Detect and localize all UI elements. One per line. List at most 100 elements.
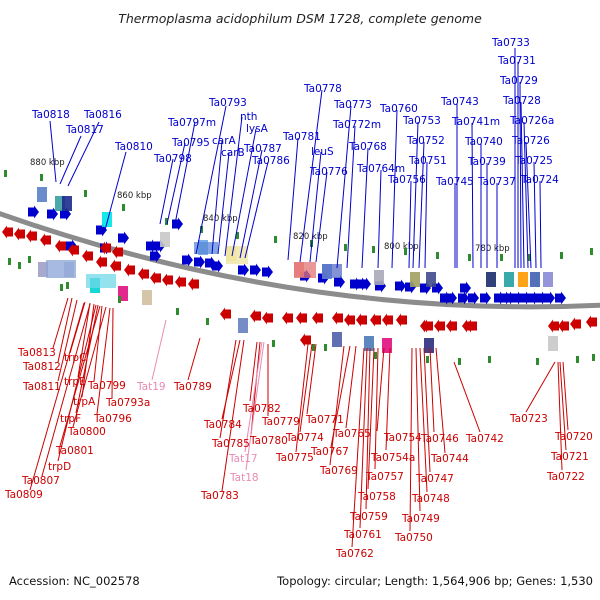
forward-gene-arrow: [194, 255, 205, 269]
gene-label[interactable]: Ta0764m: [356, 163, 405, 175]
track-marker: [4, 170, 7, 177]
gene-label[interactable]: Ta0774: [285, 432, 324, 444]
gene-label[interactable]: Ta0785: [211, 438, 250, 450]
gene-label[interactable]: Ta0753: [402, 115, 441, 127]
genome-summary-text: Topology: circular; Length: 1,564,906 bp…: [276, 574, 593, 588]
gene-label[interactable]: Ta0742: [465, 433, 504, 445]
gene-label[interactable]: Ta0754: [383, 432, 422, 444]
gene-label[interactable]: Ta0731: [497, 55, 536, 67]
gene-label[interactable]: Ta0729: [499, 75, 538, 87]
gene-label[interactable]: Ta0756: [387, 174, 426, 186]
gene-label[interactable]: Ta0797m: [167, 117, 216, 129]
gene-label[interactable]: carA: [212, 135, 237, 147]
gene-label[interactable]: Ta0793: [208, 97, 247, 109]
gene-label[interactable]: Ta0798: [153, 153, 192, 165]
gene-label[interactable]: Ta0781: [282, 131, 321, 143]
gene-label[interactable]: Ta0762: [335, 548, 374, 560]
scale-label-840: 840 kbp: [203, 214, 238, 224]
gene-label[interactable]: Ta0818: [31, 109, 70, 121]
gene-label[interactable]: Ta0739: [467, 156, 506, 168]
forward-gene-arrow: [118, 231, 129, 245]
gene-label[interactable]: Ta0750: [394, 532, 433, 544]
gene-label[interactable]: Ta0767: [310, 446, 349, 458]
gene-label[interactable]: Ta0725: [514, 155, 553, 167]
gene-label[interactable]: Ta0746: [420, 433, 459, 445]
gene-label[interactable]: Ta0768: [348, 141, 387, 153]
gene-label[interactable]: trpE: [64, 376, 86, 388]
gene-label[interactable]: Ta0722: [546, 471, 585, 483]
gene-label[interactable]: Ta0786: [251, 155, 290, 167]
gene-label[interactable]: leuS: [311, 146, 334, 158]
gene-label[interactable]: Ta0726a: [509, 115, 554, 127]
gene-label[interactable]: Ta0737: [477, 176, 516, 188]
gene-label[interactable]: Ta0773: [333, 99, 372, 111]
gene-label[interactable]: Ta0726: [511, 135, 550, 147]
gene-label[interactable]: Ta0779: [261, 416, 300, 428]
gene-label[interactable]: Ta0751: [408, 155, 447, 167]
gene-label[interactable]: Ta0723: [509, 413, 548, 425]
gene-label[interactable]: Ta0747: [415, 473, 454, 485]
gene-label[interactable]: Ta0724: [520, 174, 559, 186]
gene-label[interactable]: Ta0771: [305, 414, 344, 426]
gene-label[interactable]: Ta0809: [4, 489, 43, 501]
map-title: Thermoplasma acidophilum DSM 1728, compl…: [118, 11, 482, 26]
gene-label[interactable]: Ta0784: [203, 419, 242, 431]
gene-label[interactable]: Ta0778: [303, 83, 342, 95]
gene-label[interactable]: Ta0752: [406, 135, 445, 147]
gene-label[interactable]: Ta0799: [87, 380, 126, 392]
gene-label[interactable]: Ta0811: [22, 381, 61, 393]
gene-label[interactable]: Ta0749: [401, 513, 440, 525]
gene-label[interactable]: Ta0796: [93, 413, 132, 425]
gene-label[interactable]: Ta0765: [332, 428, 371, 440]
gene-label[interactable]: Ta0782: [242, 403, 281, 415]
gene-label[interactable]: Ta0813: [17, 347, 56, 359]
gene-label[interactable]: trpD: [48, 461, 71, 473]
rna-label[interactable]: Tat17: [228, 453, 258, 465]
gene-label[interactable]: Ta0761: [343, 529, 382, 541]
gene-label[interactable]: trpF: [60, 413, 81, 425]
gene-label[interactable]: nth: [240, 111, 257, 123]
gene-label[interactable]: Ta0816: [83, 109, 122, 121]
gene-label[interactable]: Ta0793a: [105, 397, 150, 409]
gene-label[interactable]: Ta0807: [21, 475, 60, 487]
gene-label[interactable]: trpC: [64, 352, 86, 364]
gene-label[interactable]: Ta0795: [171, 137, 210, 149]
reverse-gene-arrow: [100, 241, 111, 255]
gene-label[interactable]: Ta0817: [65, 124, 104, 136]
gene-label[interactable]: Ta0728: [502, 95, 541, 107]
gene-label[interactable]: Ta0812: [22, 361, 61, 373]
gene-label[interactable]: Ta0743: [440, 96, 479, 108]
gene-label[interactable]: Ta0789: [173, 381, 212, 393]
gene-label[interactable]: carB: [221, 147, 245, 159]
gene-label[interactable]: Ta0759: [349, 511, 388, 523]
gene-label[interactable]: Ta0740: [464, 136, 503, 148]
gene-label[interactable]: Ta0780: [249, 435, 288, 447]
gene-label[interactable]: Ta0783: [200, 490, 239, 502]
gene-label[interactable]: Ta0775: [275, 452, 314, 464]
reverse-gene-arrow: [112, 245, 123, 259]
rna-label[interactable]: Tat18: [229, 472, 259, 484]
reverse-gene-arrow: [68, 243, 79, 257]
gene-label[interactable]: Ta0754a: [370, 452, 415, 464]
gene-label[interactable]: trpA: [73, 396, 96, 408]
gene-label[interactable]: Ta0733: [491, 37, 530, 49]
gene-label[interactable]: Ta0741m: [451, 116, 500, 128]
gene-label[interactable]: Ta0801: [55, 445, 94, 457]
gene-label[interactable]: Ta0800: [67, 426, 106, 438]
gene-label[interactable]: Ta0744: [430, 453, 469, 465]
gene-label[interactable]: Ta0772m: [332, 119, 381, 131]
gene-label[interactable]: Ta0721: [550, 451, 589, 463]
gene-label[interactable]: Ta0758: [357, 491, 396, 503]
gene-label[interactable]: Ta0769: [319, 465, 358, 477]
gene-label[interactable]: Ta0810: [114, 141, 153, 153]
gene-label[interactable]: Ta0776: [309, 166, 348, 178]
rna-label[interactable]: Tat19: [136, 381, 166, 393]
forward-leaders: [49, 48, 542, 269]
gene-label[interactable]: Ta0757: [365, 471, 404, 483]
gene-label[interactable]: Ta0745: [435, 176, 474, 188]
gene-label[interactable]: Ta0748: [411, 493, 450, 505]
gene-label[interactable]: Ta0720: [554, 431, 593, 443]
gene-label[interactable]: Ta0787: [243, 143, 282, 155]
gene-label[interactable]: lysA: [246, 123, 269, 135]
gene-label[interactable]: Ta0760: [379, 103, 418, 115]
